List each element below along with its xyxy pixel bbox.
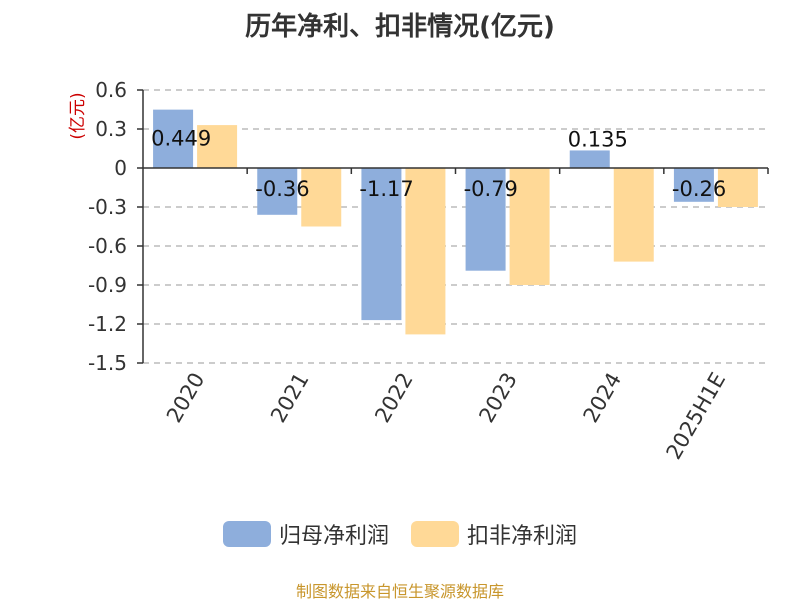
x-tick-label: 2024 — [579, 369, 627, 427]
bar-net-profit — [673, 168, 714, 202]
data-label-net-profit: -1.17 — [359, 177, 413, 201]
bar-net-profit — [465, 168, 506, 271]
bar-deducted-profit — [613, 168, 654, 262]
y-unit-label: (亿元) — [68, 92, 88, 139]
bar-net-profit — [361, 168, 402, 321]
x-tick-label: 2022 — [370, 369, 418, 427]
x-tick-label: 2020 — [162, 369, 210, 427]
legend-swatch-net-profit — [222, 521, 271, 547]
y-tick-label: 0.3 — [95, 117, 127, 141]
bar-deducted-profit — [197, 125, 238, 168]
legend-item-deducted-profit[interactable]: 扣非净利润 — [411, 518, 577, 550]
y-tick-label: -0.3 — [88, 195, 127, 219]
y-tick-label: -0.6 — [88, 234, 127, 258]
y-tick-label: -1.5 — [88, 351, 127, 375]
x-tick-label: 2021 — [266, 369, 314, 427]
chart-title: 历年净利、扣非情况(亿元) — [245, 12, 555, 42]
y-tick-label: 0 — [114, 156, 127, 180]
legend-label-deducted-profit: 扣非净利润 — [467, 524, 578, 549]
y-tick-label: -0.9 — [88, 273, 127, 297]
data-label-net-profit: -0.36 — [255, 177, 309, 201]
data-label-net-profit: -0.26 — [672, 177, 726, 201]
bar-deducted-profit — [301, 168, 342, 227]
y-tick-label: 0.6 — [95, 78, 127, 102]
legend-swatch-deducted-profit — [411, 521, 459, 547]
legend-item-net-profit[interactable]: 归母净利润 — [222, 518, 389, 550]
legend-label-net-profit: 归母净利润 — [278, 524, 389, 549]
data-label-net-profit: 0.449 — [151, 127, 211, 151]
data-label-net-profit: 0.135 — [568, 127, 628, 151]
source-note: 制图数据来自恒生聚源数据库 — [295, 582, 504, 601]
legend: 归母净利润 扣非净利润 — [0, 518, 800, 550]
bar-net-profit — [569, 150, 610, 168]
bar-deducted-profit — [717, 168, 758, 207]
y-tick-label: -1.2 — [88, 312, 127, 336]
bar-deducted-profit — [405, 168, 446, 335]
x-tick-label: 2025H1E — [662, 369, 731, 464]
bar-net-profit — [257, 168, 298, 215]
x-tick-label: 2023 — [474, 369, 522, 427]
bar-net-profit — [153, 109, 194, 168]
data-label-net-profit: -0.79 — [464, 177, 518, 201]
bar-deducted-profit — [509, 168, 550, 285]
